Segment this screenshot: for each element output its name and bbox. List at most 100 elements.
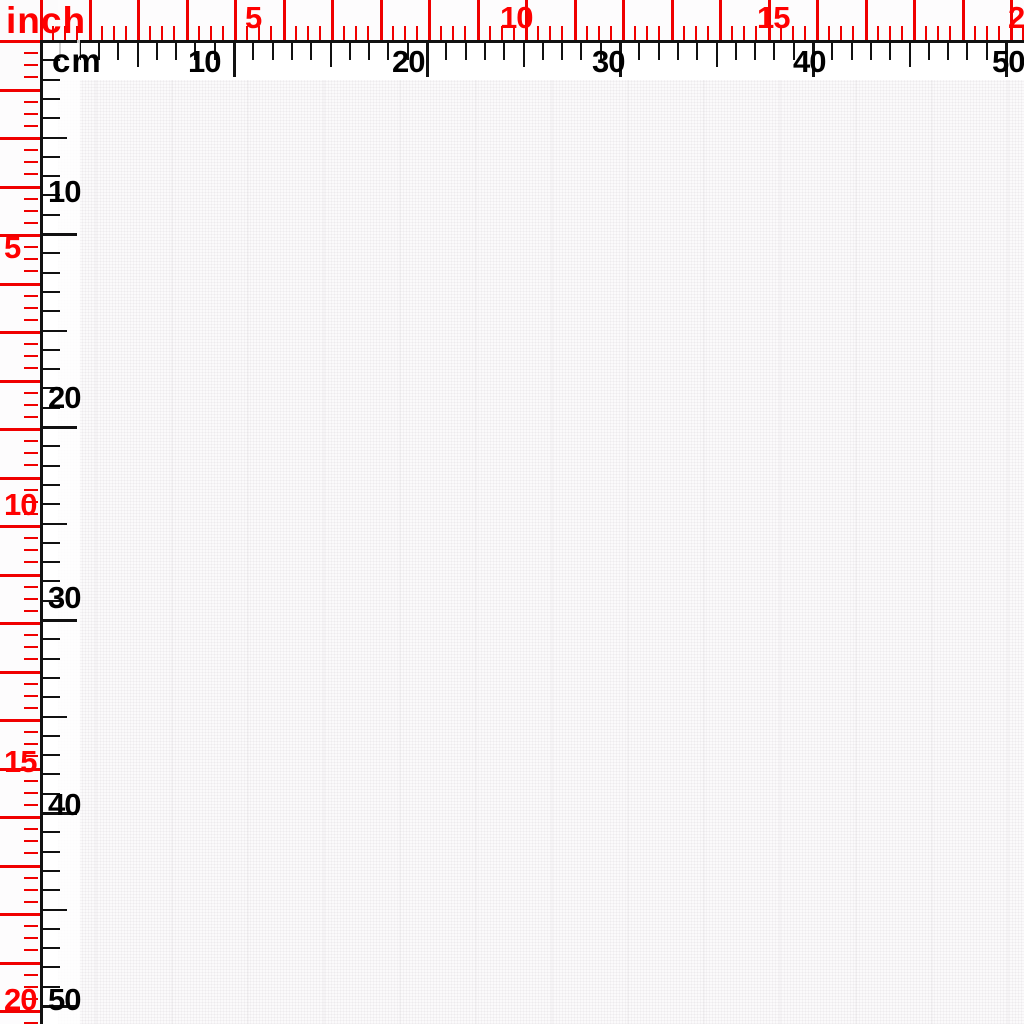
- ruler-tick-inch: [52, 26, 55, 40]
- ruler-tick-inch: [24, 403, 38, 406]
- ruler-tick-cm: [310, 43, 313, 60]
- ruler-tick-cm: [908, 43, 911, 67]
- ruler-tick-cm: [43, 464, 60, 467]
- ruler-tick-inch: [0, 1010, 40, 1013]
- ruler-tick-cm: [850, 43, 853, 60]
- ruler-tick-inch: [0, 913, 40, 916]
- ruler-tick-cm: [43, 831, 60, 834]
- pattern-tile: [192, 795, 344, 900]
- ruler-tick-inch: [112, 26, 115, 40]
- pattern-tile: [344, 900, 496, 1005]
- ruler-tick-inch: [622, 0, 625, 40]
- ruler-tick-inch: [428, 0, 431, 40]
- ruler-tick-cm: [445, 43, 448, 60]
- ruler-tick-cm: [734, 43, 737, 60]
- ruler-tick-inch: [24, 925, 38, 928]
- ruler-tick-cm: [43, 850, 60, 853]
- pattern-tile: [344, 480, 496, 585]
- ruler-tick-inch: [294, 26, 297, 40]
- ruler-tick-cm: [43, 290, 60, 293]
- ruler-tick-inch: [0, 816, 40, 819]
- ruler-tick-inch: [0, 622, 40, 625]
- ruler-tick-inch: [0, 573, 40, 577]
- ruler-tick-inch: [270, 26, 273, 40]
- ruler-tick-inch: [0, 719, 40, 722]
- pattern-tile: [952, 795, 1024, 900]
- ruler-tick-cm: [638, 43, 641, 60]
- ruler-tick-inch: [440, 26, 443, 40]
- ruler-tick-cm: [43, 676, 60, 679]
- ruler-tick-cm: [43, 348, 60, 351]
- ruler-tick-cm: [387, 43, 390, 60]
- ruler-tick-cm: [43, 329, 67, 332]
- ruler-tick-inch: [24, 888, 38, 891]
- ruler-tick-cm: [194, 43, 197, 60]
- ruler-tick-cm: [792, 43, 795, 60]
- ruler-tick-inch: [0, 476, 40, 480]
- ruler-tick-inch: [525, 0, 528, 40]
- ruler-tick-cm: [1005, 43, 1008, 77]
- ruler-tick-cm: [561, 43, 564, 60]
- ruler-tick-inch: [973, 26, 976, 40]
- pattern-tile: [648, 480, 800, 585]
- ruler-tick-inch: [0, 767, 40, 771]
- ruler-tick-inch: [24, 828, 38, 831]
- ruler-tick-cm: [43, 310, 60, 313]
- ruler-tick-inch: [24, 270, 38, 273]
- ruler-tick-inch: [24, 452, 38, 455]
- ruler-tick-inch: [731, 26, 734, 40]
- ruler-tick-inch: [925, 26, 928, 40]
- ruler-tick-inch: [537, 26, 540, 40]
- ruler-tick-cm: [43, 792, 60, 795]
- pattern-tile: [800, 585, 952, 690]
- ruler-tick-cm: [503, 43, 506, 60]
- ruler-tick-inch: [185, 0, 189, 40]
- pattern-tile: [800, 165, 952, 270]
- ruler-tick-cm: [464, 43, 467, 60]
- ruler-tick-inch: [512, 26, 515, 40]
- ruler-tick-inch: [24, 682, 38, 685]
- ruler-tick-inch: [24, 258, 38, 261]
- ruler-tick-cm: [43, 889, 60, 892]
- ruler-tick-cm: [43, 638, 60, 641]
- pattern-tile: [952, 270, 1024, 375]
- ruler-tick-inch: [549, 26, 552, 40]
- ruler-tick-cm: [619, 43, 622, 77]
- ruler-tick-inch: [0, 282, 40, 286]
- ruler-tick-inch: [464, 26, 467, 40]
- ruler-tick-inch: [0, 961, 40, 965]
- ruler-tick-inch: [355, 26, 358, 40]
- pattern-tile: [344, 1005, 496, 1024]
- ruler-tick-cm: [43, 734, 60, 737]
- pattern-tile: [800, 375, 952, 480]
- ruler-tick-cm: [966, 43, 969, 60]
- ruler-tick-inch: [24, 149, 38, 152]
- ruler-tick-inch: [476, 0, 480, 40]
- ruler-tick-cm: [43, 696, 60, 699]
- ruler-tick-inch: [791, 26, 794, 40]
- ruler-tick-inch: [24, 161, 38, 164]
- ruler-tick-inch: [24, 367, 38, 370]
- ruler-tick-cm: [657, 43, 660, 60]
- ruler-tick-cm: [117, 43, 120, 60]
- ruler-tick-cm: [43, 483, 60, 486]
- pattern-tile: [648, 375, 800, 480]
- ruler-tick-inch: [24, 100, 38, 103]
- pattern-tile: [648, 270, 800, 375]
- ruler-tick-inch: [24, 52, 38, 55]
- ruler-tick-inch: [24, 609, 38, 612]
- pattern-tile: [800, 1005, 952, 1024]
- ruler-tick-inch: [0, 525, 40, 528]
- ruler-tick-inch: [779, 26, 782, 40]
- pattern-tile: [952, 900, 1024, 1005]
- ruler-tick-inch: [24, 597, 38, 600]
- ruler-tick-cm: [43, 985, 60, 988]
- ruler-tick-cm: [43, 927, 60, 930]
- ruler-tick-cm: [889, 43, 892, 60]
- ruler-tick-inch: [670, 0, 674, 40]
- pattern-tile: [344, 80, 496, 165]
- ruler-tick-inch: [852, 26, 855, 40]
- ruler-tick-inch: [24, 488, 38, 491]
- ruler-tick-cm: [43, 522, 67, 525]
- ruler-tick-inch: [985, 26, 988, 40]
